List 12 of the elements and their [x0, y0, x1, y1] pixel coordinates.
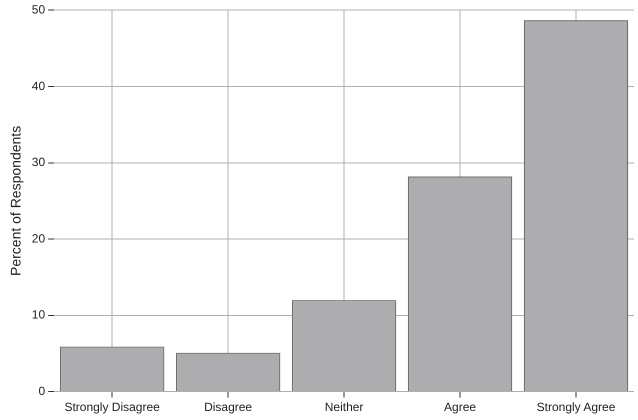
- y-tick-label: 0: [38, 384, 46, 398]
- x-tick-label: Strongly Disagree: [64, 400, 160, 414]
- x-tick-label: Strongly Agree: [536, 400, 616, 414]
- x-tick-label: Disagree: [204, 400, 252, 414]
- x-tick-label: Neither: [324, 400, 364, 414]
- y-tick-label: 20: [32, 231, 46, 246]
- y-axis-title: Percent of Respondents: [7, 126, 24, 276]
- y-tick-label: 40: [32, 78, 46, 93]
- x-tick-label: Agree: [444, 400, 476, 414]
- y-tick-label: 10: [32, 308, 46, 322]
- y-tick-label: 50: [32, 2, 46, 17]
- y-tick-label: 30: [32, 155, 46, 170]
